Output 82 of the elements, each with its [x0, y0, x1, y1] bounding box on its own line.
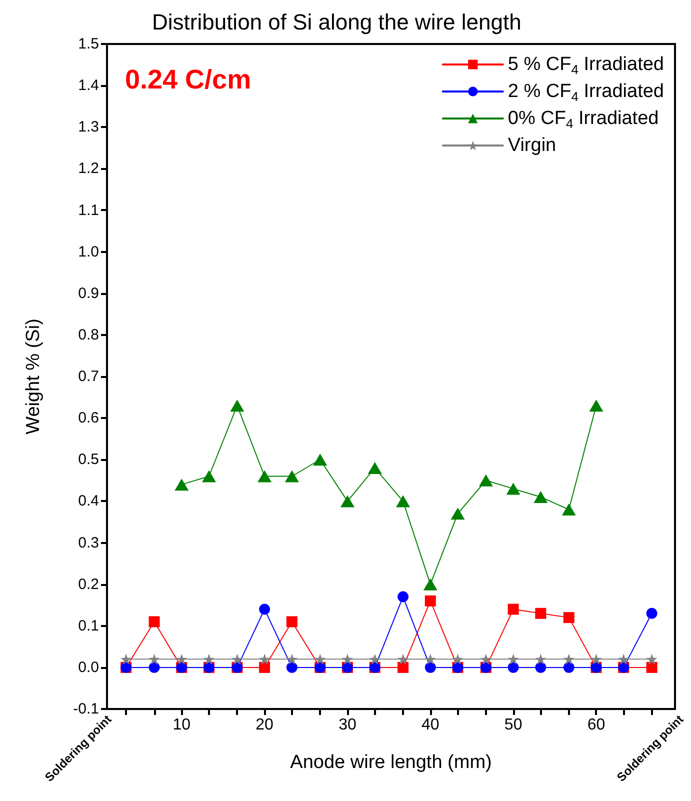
point — [424, 662, 436, 673]
y-tick-label: 1.0 — [78, 243, 99, 260]
point — [202, 470, 216, 482]
point — [424, 595, 436, 606]
point — [563, 612, 574, 624]
point — [423, 578, 438, 590]
point — [508, 654, 519, 665]
point — [259, 654, 270, 665]
point — [535, 662, 546, 673]
y-tick-label: -0.1 — [73, 700, 99, 718]
x-tick-label: 20 — [256, 716, 274, 734]
point — [286, 654, 298, 665]
point — [534, 491, 548, 504]
point — [314, 654, 326, 665]
point — [259, 662, 270, 673]
y-tick-label: 1.4 — [78, 77, 99, 94]
chart-title: Distribution of Si along the wire length — [152, 10, 522, 34]
x-tick-label: 50 — [504, 716, 522, 734]
point — [618, 654, 630, 665]
point — [563, 654, 574, 665]
point — [478, 474, 493, 486]
y-tick-label: 1.5 — [78, 36, 99, 52]
point — [259, 604, 270, 615]
point — [148, 654, 160, 665]
x-tick-label: 60 — [587, 716, 606, 734]
point — [508, 604, 519, 615]
y-tick-label: 0.8 — [78, 326, 99, 344]
point — [480, 654, 492, 665]
point — [590, 654, 602, 665]
x-axis-title: Anode wire length (mm) — [290, 752, 492, 773]
point — [424, 654, 436, 665]
point — [369, 654, 380, 665]
point — [506, 482, 520, 495]
y-tick-label: 0.3 — [78, 534, 99, 552]
y-tick-label: 0.4 — [78, 492, 99, 510]
point — [398, 654, 409, 665]
point — [646, 654, 658, 665]
point — [589, 400, 604, 412]
y-tick-label: 0.1 — [78, 617, 99, 634]
point — [368, 462, 382, 474]
point — [342, 654, 353, 665]
y-tick-label: 0.0 — [78, 658, 99, 676]
point — [562, 504, 576, 516]
y-tick-label: 1.1 — [78, 202, 99, 219]
y-tick-label: 0.2 — [78, 576, 99, 593]
point — [535, 608, 546, 619]
x-tick-label: 40 — [421, 716, 440, 734]
y-axis-title: Weight % (Si) — [23, 318, 44, 434]
point — [398, 662, 409, 673]
point — [258, 470, 272, 482]
point — [176, 654, 188, 665]
point — [508, 662, 519, 673]
x-tick-label: 30 — [338, 716, 356, 734]
y-tick-label: 0.6 — [78, 410, 99, 427]
point — [396, 495, 410, 508]
y-tick-label: 1.3 — [78, 118, 99, 136]
point — [563, 662, 574, 673]
point — [646, 662, 658, 673]
point — [286, 616, 298, 628]
x-tick-label: 10 — [172, 716, 191, 734]
point — [452, 654, 464, 665]
point — [340, 495, 354, 508]
point — [148, 662, 160, 673]
point — [284, 470, 299, 482]
point — [232, 654, 243, 665]
point — [174, 478, 189, 491]
point — [535, 654, 546, 665]
point — [120, 654, 132, 665]
point — [148, 616, 160, 628]
y-tick-label: 1.2 — [78, 160, 99, 178]
point — [230, 400, 244, 412]
point — [646, 608, 658, 619]
annotation: 0.24 C/cm — [125, 64, 252, 94]
point — [398, 591, 409, 602]
y-tick-label: 0.9 — [78, 284, 99, 302]
point — [286, 662, 298, 673]
y-tick-label: 0.7 — [78, 368, 99, 385]
point — [313, 454, 328, 466]
y-tick-label: 0.5 — [78, 451, 99, 468]
point — [450, 508, 465, 520]
legend-label: Virgin — [508, 135, 556, 156]
point — [203, 654, 214, 665]
